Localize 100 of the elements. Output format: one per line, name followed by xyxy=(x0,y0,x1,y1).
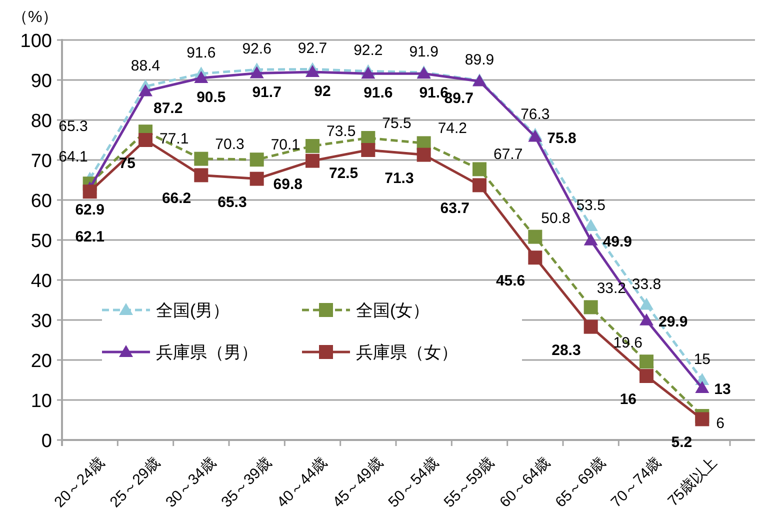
data-label: 33.2 xyxy=(596,280,626,298)
legend-label: 兵庫県（男） xyxy=(156,343,258,362)
point xyxy=(528,230,542,244)
x-tick-label: 20～24歳 xyxy=(51,454,108,511)
legend-label: 兵庫県（女） xyxy=(356,343,458,362)
x-tick-label: 60～64歳 xyxy=(496,454,554,511)
point xyxy=(584,233,598,246)
data-label: 75.8 xyxy=(547,130,576,147)
data-label: 91.9 xyxy=(409,43,438,60)
point xyxy=(250,66,264,78)
x-tick-label: 50～54歳 xyxy=(385,454,442,511)
data-label: 33.8 xyxy=(632,276,662,293)
data-label: 91.6 xyxy=(186,44,216,62)
point xyxy=(640,298,654,310)
data-label: 13 xyxy=(714,381,731,398)
point xyxy=(250,152,264,167)
data-label: 16 xyxy=(620,391,636,408)
point xyxy=(306,65,320,77)
x-tick-label: 75歳以上 xyxy=(664,454,720,510)
x-tick-label: 45～49歳 xyxy=(330,454,386,511)
x-tick-label: 25～29歳 xyxy=(106,454,164,511)
data-label: 49.9 xyxy=(602,233,632,250)
y-tick-label: 30 xyxy=(30,311,52,332)
data-label: 92.2 xyxy=(354,42,383,60)
x-tick-label: 65～69歳 xyxy=(552,454,610,511)
point xyxy=(250,172,264,186)
x-tick-label: 40～44歳 xyxy=(274,454,331,511)
y-tick-label: 60 xyxy=(30,191,52,212)
point xyxy=(640,354,654,369)
point xyxy=(138,133,152,147)
data-label: 92 xyxy=(314,83,331,100)
data-label: 62.1 xyxy=(75,228,104,246)
data-label: 76.3 xyxy=(520,106,550,123)
y-tick-label: 20 xyxy=(30,351,52,372)
legend-label: 全国(女） xyxy=(356,301,430,320)
data-label: 91.6 xyxy=(364,84,393,102)
y-tick-label: 80 xyxy=(30,111,52,132)
data-label: 53.5 xyxy=(576,197,606,214)
data-label: 70.1 xyxy=(270,136,300,154)
y-axis-title: （%） xyxy=(12,9,58,26)
data-label: 65.3 xyxy=(58,118,88,135)
legend-label: 全国(男） xyxy=(156,301,230,320)
data-label: 15 xyxy=(694,351,711,368)
x-tick-label: 35～39歳 xyxy=(218,454,276,511)
data-label: 88.4 xyxy=(130,57,160,74)
point xyxy=(640,369,654,383)
data-label: 29.9 xyxy=(658,313,688,330)
data-label: 64.1 xyxy=(58,148,88,166)
data-label: 75.5 xyxy=(382,115,412,132)
point xyxy=(472,162,486,176)
x-tick-label: 70～74歳 xyxy=(608,454,665,511)
y-tick-label: 50 xyxy=(30,231,52,252)
point xyxy=(194,152,208,166)
point xyxy=(82,184,97,199)
data-label: 65.3 xyxy=(218,194,247,211)
data-label: 92.6 xyxy=(242,40,272,58)
x-tick-label: 55～59歳 xyxy=(440,454,498,511)
point xyxy=(194,168,208,182)
data-label: 72.5 xyxy=(328,165,358,182)
data-label: 91.7 xyxy=(252,84,282,102)
data-label: 90.5 xyxy=(196,89,226,106)
point xyxy=(640,313,654,326)
y-tick-label: 0 xyxy=(41,431,52,452)
data-label: 45.6 xyxy=(496,272,526,290)
point xyxy=(695,381,710,393)
point xyxy=(306,154,320,168)
y-tick-label: 100 xyxy=(20,31,52,52)
point xyxy=(584,320,598,334)
data-label: 75 xyxy=(118,155,136,172)
data-label: 5.2 xyxy=(671,434,692,452)
point xyxy=(306,139,320,153)
y-tick-label: 40 xyxy=(30,271,52,292)
data-label: 71.3 xyxy=(384,170,414,187)
data-label: 92.7 xyxy=(298,40,328,58)
point xyxy=(361,66,376,79)
data-label: 6 xyxy=(716,415,725,432)
data-label: 89.9 xyxy=(464,51,494,68)
data-label: 50.8 xyxy=(541,210,570,227)
point xyxy=(472,178,486,192)
point xyxy=(695,412,710,426)
data-label: 62.9 xyxy=(75,201,104,218)
data-label: 69.8 xyxy=(273,176,302,193)
point xyxy=(584,300,598,314)
data-label: 74.2 xyxy=(438,120,468,138)
point xyxy=(528,250,542,265)
data-label: 87.2 xyxy=(154,100,183,118)
data-label: 77.1 xyxy=(160,130,189,148)
y-tick-label: 70 xyxy=(30,151,52,172)
data-label: 66.2 xyxy=(162,190,192,208)
point xyxy=(138,84,152,96)
data-label: 70.3 xyxy=(215,136,244,153)
y-tick-label: 10 xyxy=(30,391,52,412)
data-label: 67.7 xyxy=(494,146,523,164)
y-tick-label: 90 xyxy=(30,71,52,92)
data-label: 63.7 xyxy=(440,200,470,218)
data-label: 28.3 xyxy=(552,342,581,359)
point xyxy=(416,148,431,162)
point xyxy=(584,219,598,231)
data-label: 73.5 xyxy=(326,123,356,140)
x-tick-label: 30～34歳 xyxy=(162,454,220,511)
